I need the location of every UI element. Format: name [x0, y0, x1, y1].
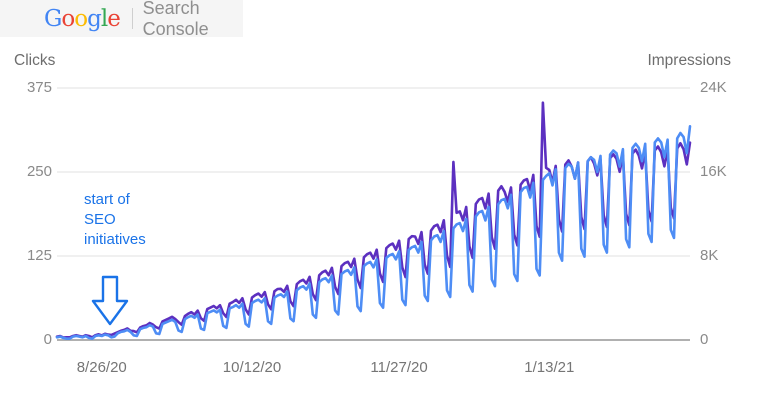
seo-annotation: start of SEO initiatives — [84, 190, 146, 250]
logo-letter: l — [100, 5, 108, 32]
logo-letter: o — [61, 5, 75, 32]
right-tick-0: 0 — [700, 331, 709, 348]
x-tick-date: 10/12/20 — [222, 359, 282, 376]
logo-letter: o — [74, 5, 88, 32]
x-tick-date: 11/27/20 — [370, 359, 428, 376]
logo-letter: G — [44, 5, 62, 32]
header-divider — [131, 8, 133, 29]
series-line-clicks — [55, 125, 692, 341]
right-tick-16k: 16K — [700, 163, 727, 180]
series-line-impressions — [55, 101, 692, 339]
left-axis-title: Clicks — [14, 52, 56, 69]
left-tick-375: 375 — [26, 79, 52, 96]
series-lines — [55, 101, 692, 341]
product-name: Search Console — [142, 0, 209, 39]
google-logo: Google — [44, 5, 121, 32]
annotation-line: initiatives — [84, 231, 146, 248]
right-tick-8k: 8K — [700, 247, 719, 264]
x-tick-date: 1/13/21 — [524, 359, 575, 376]
gridlines — [57, 87, 690, 341]
left-tick-0: 0 — [43, 331, 52, 348]
x-tick-date: 8/26/20 — [76, 359, 127, 376]
logo-letter: e — [107, 5, 121, 32]
left-tick-125: 125 — [26, 247, 52, 264]
header-band: Google Search Console — [0, 0, 243, 39]
left-tick-250: 250 — [26, 163, 52, 180]
annotation-line: start of — [84, 191, 130, 208]
annotation-line: SEO — [84, 211, 116, 228]
right-tick-24k: 24K — [700, 79, 727, 96]
logo-letter: g — [87, 5, 102, 32]
seo-start-down-arrow-icon — [91, 275, 129, 326]
right-axis-title: Impressions — [647, 52, 731, 69]
